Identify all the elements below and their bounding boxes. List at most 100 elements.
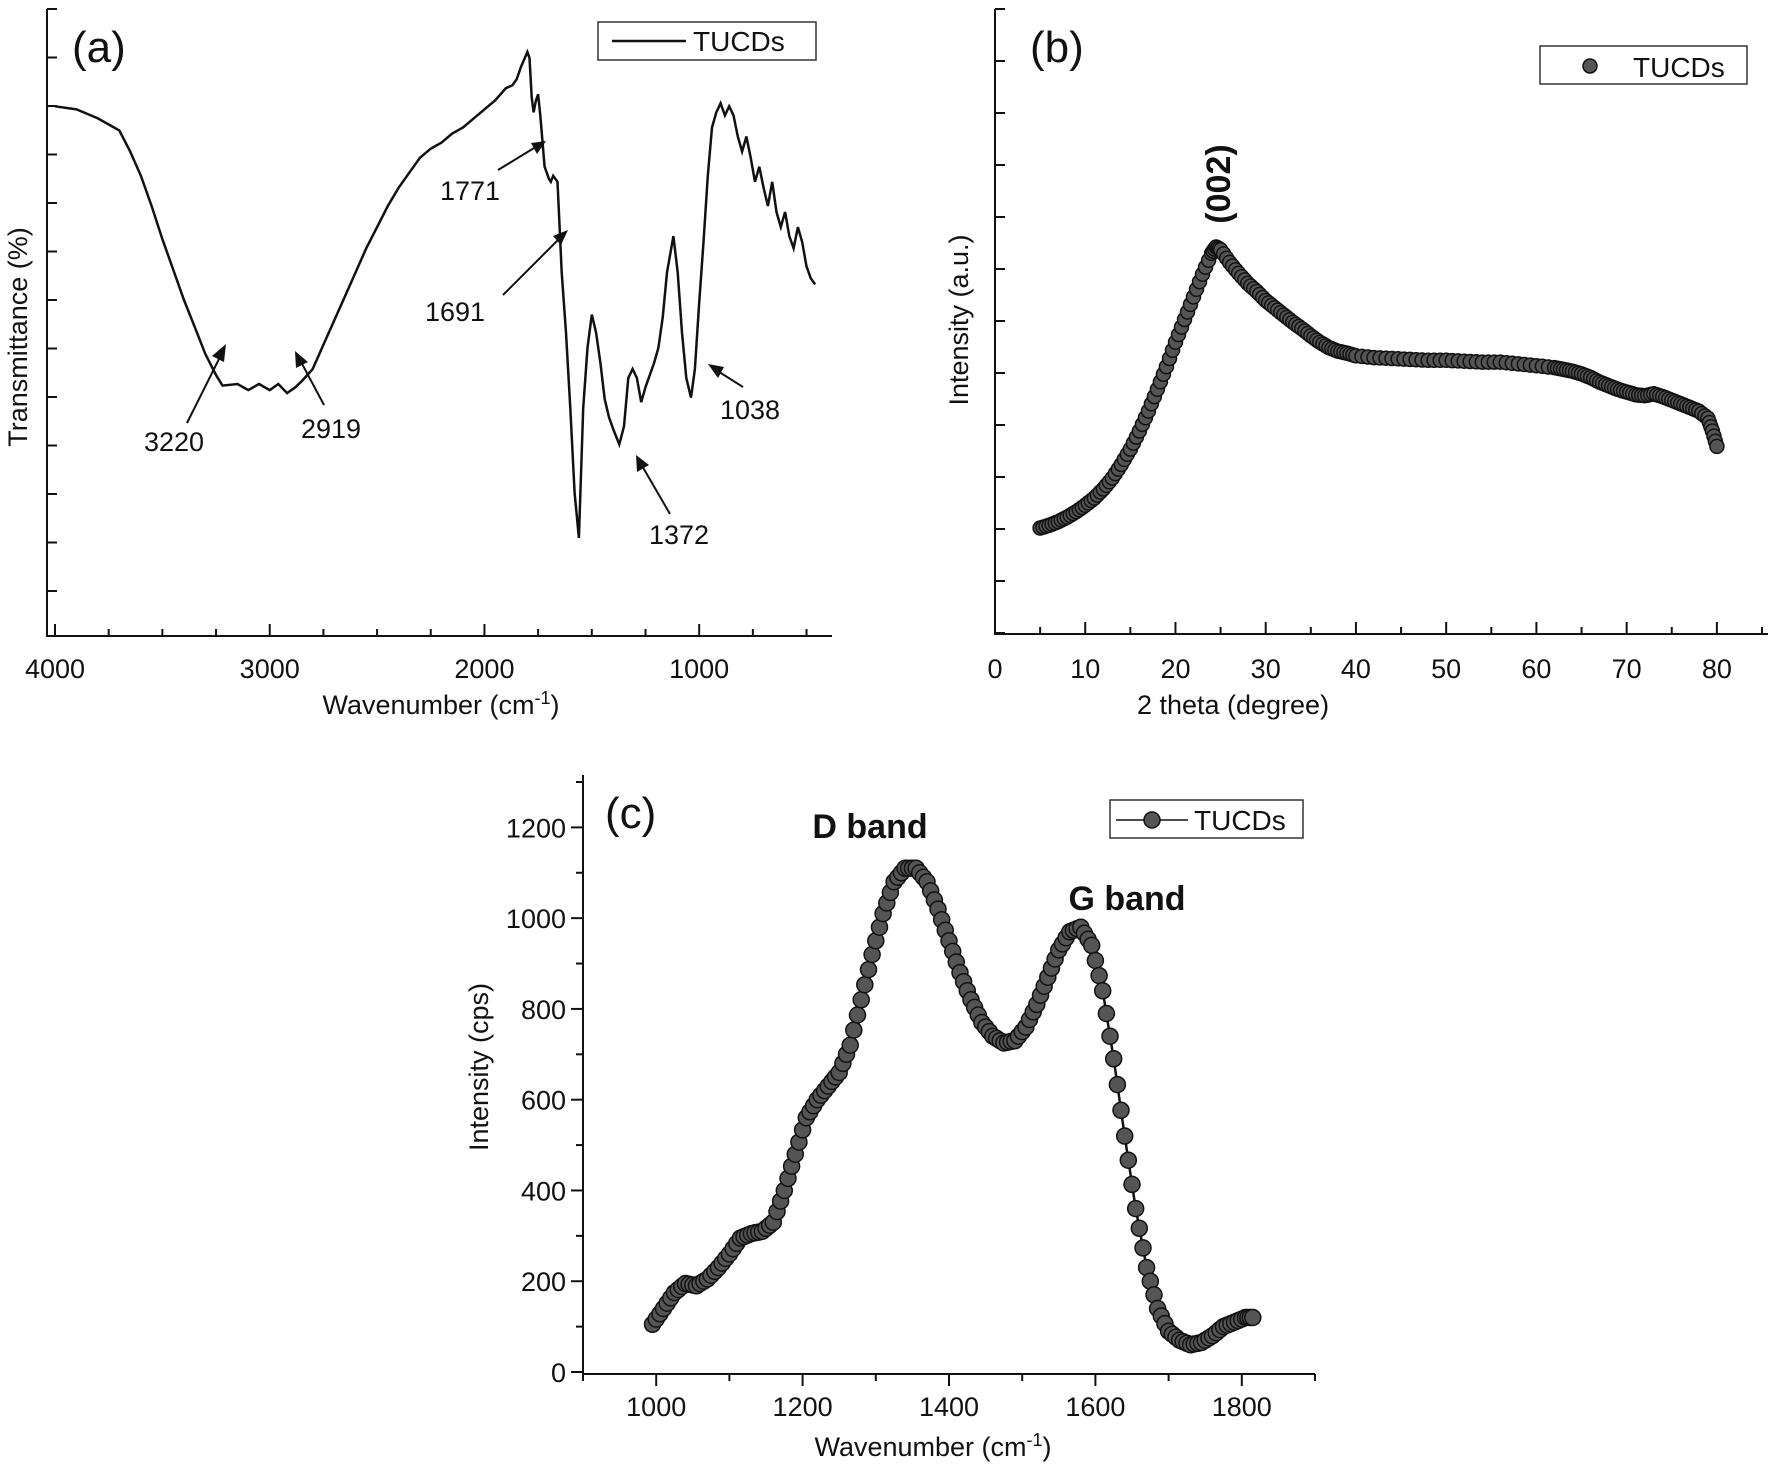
x-tick-label-b: 10 [1070,654,1100,684]
data-point-c [1108,1075,1127,1094]
data-point-c [1093,982,1112,1000]
legend-box-c [1109,799,1304,839]
y-axis-label-b: Intensity (a.u.) [944,234,974,405]
x-tick-label-a: 4000 [25,654,85,684]
x-tick-label-b: 60 [1521,654,1551,684]
legend-entry-a: TUCDs [693,26,785,57]
annotation-arrowhead-1372 [636,455,649,472]
legend-b: TUCDs [1539,45,1748,85]
panel-a-ftir-chart: 4000 3000 2000 1000 (a) Wavenumber (cm-1) T… [3,8,832,720]
annotation-2919: 2919 [295,351,361,444]
data-point-c [1112,1101,1130,1120]
panel-label-b: (b) [1030,23,1084,72]
annotation-arrowhead-2919 [295,351,308,368]
annotation-arrow-3220 [186,352,223,424]
data-point-c [1123,1175,1141,1194]
x-axis-label-a: Wavenumber (cm-1) [322,688,559,720]
annotation-label-1691: 1691 [425,297,485,327]
data-point-c [1104,1050,1123,1068]
data-point-c [1097,1004,1116,1023]
data-point-c [1130,1219,1149,1238]
annotation-arrowhead-1771 [531,141,546,154]
data-point-c [1090,966,1108,985]
annotation-arrow-1691 [502,236,562,296]
legend-marker-swatch-b [1582,58,1598,74]
y-tick-label-c: 0 [551,1358,566,1388]
y-tick-label-c: 800 [521,995,566,1025]
x-tick-label-b: 30 [1251,654,1281,684]
data-point-c [852,991,870,1009]
x-tick-label-c: 1600 [1065,1392,1125,1422]
series-markers-b [1032,239,1725,536]
annotation-arrowhead-1691 [553,230,568,245]
data-point-c [845,1021,863,1039]
data-point-c [1086,951,1105,970]
x-tick-label-b: 70 [1612,654,1642,684]
y-ticks-a [47,8,57,592]
x-tick-label-c: 1800 [1212,1392,1272,1422]
legend-box-b [1539,45,1748,85]
axes-frame-b [994,9,1768,635]
panel-b-xrd-chart: 0 10 20 30 40 50 60 70 80 (b) 2 theta (degree) I… [944,8,1768,720]
y-tick-label-c: 1000 [506,904,566,934]
data-point-c [848,1006,867,1024]
x-ticks-c: 1000 1200 1400 1600 1800 [582,1374,1316,1422]
annotation-label-2919: 2919 [301,414,361,444]
annotation-arrow-1771 [497,144,540,171]
x-tick-label-a: 2000 [454,654,514,684]
legend-entry-c: TUCDs [1194,805,1286,836]
series-markers-c [643,859,1262,1354]
annotation-g-band: G band [1068,880,1185,918]
data-point-c [1134,1239,1152,1257]
x-tick-label-b: 20 [1160,654,1190,684]
x-tick-label-b: 50 [1431,654,1461,684]
annotation-002: (002) [1200,144,1238,223]
data-point-c [1244,1308,1262,1327]
annotation-1771: 1771 [440,141,546,206]
x-tick-label-c: 1400 [919,1392,979,1422]
y-tick-label-c: 400 [521,1176,566,1206]
x-ticks-a: 4000 3000 2000 1000 [25,624,808,684]
y-ticks-c: 0 200 400 600 800 1000 1200 [506,781,583,1388]
legend-a: TUCDs [597,21,817,61]
annotation-1038: 1038 [708,364,780,425]
legend-marker-swatch-c [1143,811,1161,829]
x-axis-label-b: 2 theta (degree) [1137,690,1329,720]
panel-label-c: (c) [605,789,656,838]
y-axis-label-c: Intensity (cps) [464,983,494,1151]
annotation-3220: 3220 [144,344,226,457]
annotation-label-3220: 3220 [144,427,204,457]
data-point-b [1709,438,1725,455]
annotation-label-1038: 1038 [720,395,780,425]
axes-frame-a [46,9,832,637]
annotation-label-1771: 1771 [440,176,500,206]
y-tick-label-c: 200 [521,1267,566,1297]
annotation-arrow-2919 [299,359,325,406]
annotation-arrowhead-1038 [708,364,724,378]
data-point-c [859,960,878,979]
data-point-c [1126,1199,1145,1218]
y-tick-label-c: 1200 [506,813,566,843]
legend-c: TUCDs [1109,799,1304,839]
data-point-c [1115,1127,1134,1145]
data-point-c [1101,1027,1119,1045]
x-ticks-b: 0 10 20 30 40 50 60 70 80 [987,622,1763,684]
y-ticks-b [995,8,1005,634]
annotation-1691: 1691 [425,230,568,327]
x-tick-label-c: 1200 [773,1392,833,1422]
y-axis-label-a: Transmittance (%) [3,227,33,447]
y-tick-label-c: 600 [521,1086,566,1116]
data-point-c [841,1036,859,1054]
data-point-c [856,975,874,994]
annotation-d-band: D band [812,808,927,846]
x-tick-label-b: 80 [1702,654,1732,684]
x-tick-label-c: 1000 [626,1392,686,1422]
x-tick-label-a: 1000 [669,654,729,684]
legend-entry-b: TUCDs [1633,52,1725,83]
panel-c-raman-chart: 0 200 400 600 800 1000 1200 1000 1200 1400 1600 18… [464,775,1316,1462]
data-point-c [1119,1151,1138,1169]
panel-label-a: (a) [72,23,126,72]
annotation-arrowhead-3220 [212,344,226,362]
x-tick-label-b: 40 [1341,654,1371,684]
